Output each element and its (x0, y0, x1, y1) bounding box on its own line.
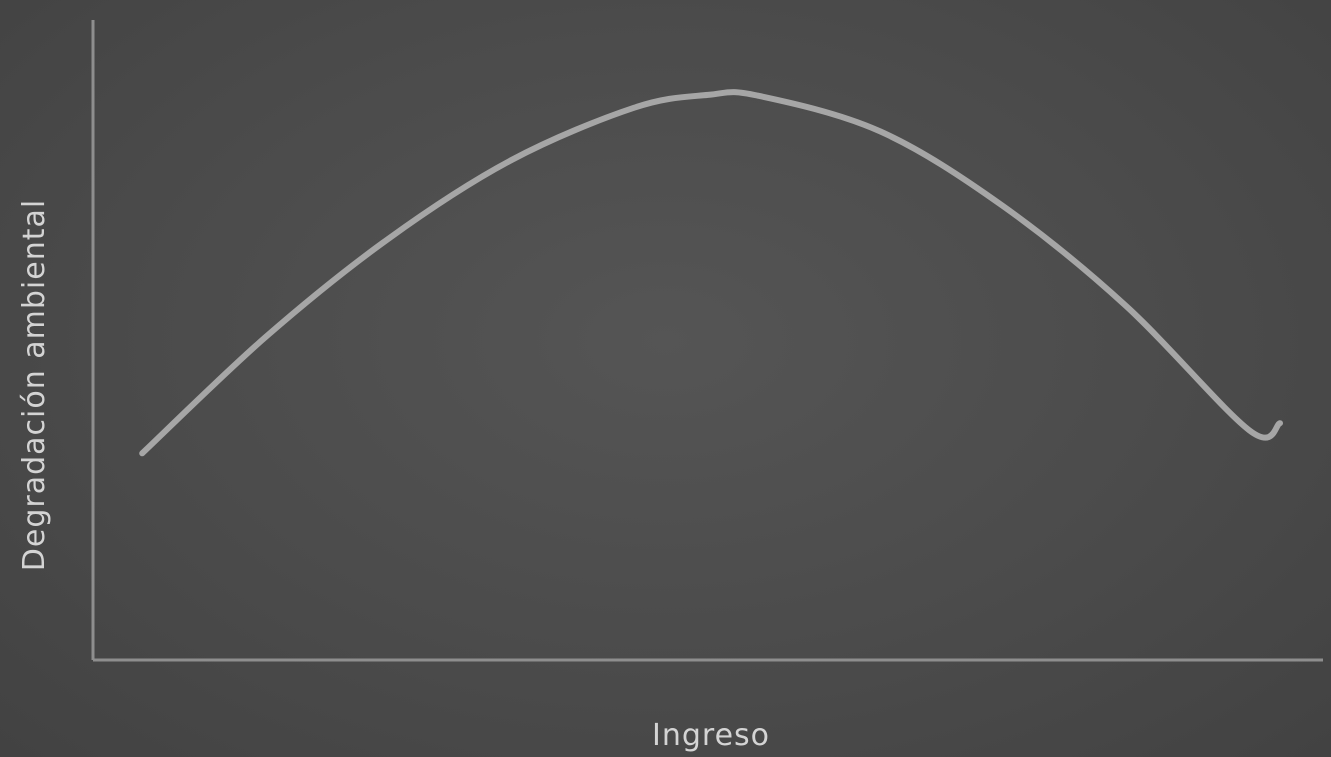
series-layer (139, 89, 1283, 457)
y-axis-label: Degradación ambiental (17, 199, 52, 571)
axes (91, 20, 1323, 662)
series-line-0 (139, 89, 1283, 457)
x-axis-label: Ingreso (652, 718, 770, 753)
